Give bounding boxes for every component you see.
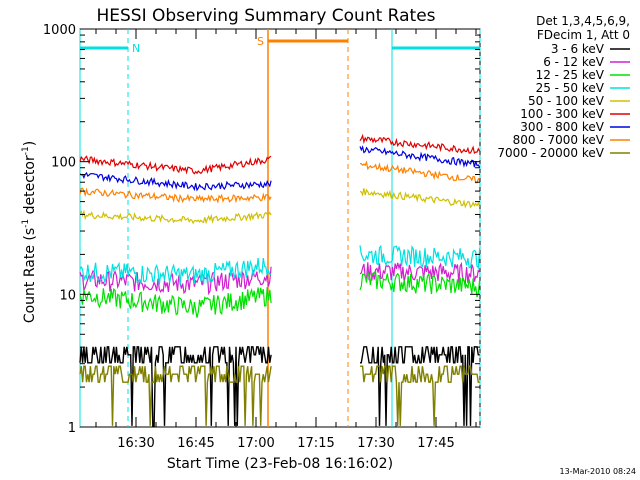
series-line-segment-1: [79, 365, 272, 426]
footer-date: 13-Mar-2010 08:24: [560, 467, 637, 476]
x-tick-label: 17:15: [297, 436, 334, 451]
series-line-segment-1: [79, 257, 272, 286]
series-line-segment-1: [79, 187, 272, 204]
series-50-100-kev: [79, 188, 481, 225]
series-line-segment-2: [359, 261, 481, 286]
series-800-7000-kev: [79, 160, 481, 204]
series-12-25-kev: [79, 270, 481, 318]
series-line-segment-2: [359, 133, 481, 154]
series-300-800-kev: [79, 145, 481, 192]
legend-entry-label: 25 - 50 keV: [536, 81, 605, 95]
legend-entry-label: 300 - 800 keV: [520, 120, 604, 134]
series-line-segment-1: [79, 209, 272, 225]
axes-layer: 1 10 100 1000 16:30 16:45 17:00 17:15 17:30 17:45: [43, 23, 480, 451]
series-6-12-kev: [79, 261, 481, 296]
series-line-segment-2: [359, 145, 481, 168]
y-tick-label: 10: [59, 288, 76, 303]
series-line-segment-1: [79, 346, 272, 427]
x-tick-label: 17:45: [417, 436, 454, 451]
series-line-segment-2: [359, 244, 481, 270]
y-tick-label: 100: [51, 156, 76, 171]
legend-header-line-1: Det 1,3,4,5,6,9,: [536, 14, 630, 28]
legend-header-line-2: FDecim 1, Att 0: [537, 28, 630, 42]
legend: Det 1,3,4,5,6,9, FDecim 1, Att 0 3 - 6 k…: [497, 14, 630, 160]
chart-title: HESSI Observing Summary Count Rates: [96, 6, 435, 26]
series-layer: [79, 133, 481, 427]
y-tick-label: 1000: [43, 23, 76, 38]
series-25-50-kev: [79, 244, 481, 286]
x-tick-label: 17:30: [357, 436, 394, 451]
series-line-segment-1: [79, 171, 272, 192]
x-tick-label: 16:30: [117, 436, 154, 451]
series-line-segment-1: [79, 266, 272, 296]
series-line-segment-2: [359, 270, 481, 298]
legend-entry-label: 6 - 12 keV: [543, 55, 605, 69]
x-tick-label: 16:45: [177, 436, 214, 451]
legend-entry-label: 7000 - 20000 keV: [497, 146, 604, 160]
series-3-6-kev: [79, 346, 480, 427]
series-line-segment-2: [359, 188, 481, 209]
night-label: N: [132, 42, 140, 55]
legend-entry-label: 12 - 25 keV: [536, 68, 605, 82]
y-tick-label: 1: [68, 421, 76, 436]
series-line-segment-2: [360, 346, 480, 426]
legend-entry-label: 100 - 300 keV: [520, 107, 604, 121]
series-line-segment-1: [79, 286, 272, 318]
y-axis-label: Count Rate (s-1 detector-1): [21, 141, 38, 323]
x-axis-label: Start Time (23-Feb-08 16:16:02): [167, 456, 393, 472]
x-tick-label: 17:00: [237, 436, 274, 451]
series-line-segment-1: [79, 155, 272, 175]
series-7000-20000-kev: [79, 365, 480, 426]
saa-label: S: [257, 35, 264, 48]
legend-entry-label: 800 - 7000 keV: [513, 133, 605, 147]
legend-entry-label: 3 - 6 keV: [551, 42, 605, 56]
series-line-segment-2: [359, 160, 481, 184]
series-line-segment-2: [360, 365, 480, 426]
legend-entry-label: 50 - 100 keV: [528, 94, 605, 108]
series-100-300-kev: [79, 133, 481, 175]
